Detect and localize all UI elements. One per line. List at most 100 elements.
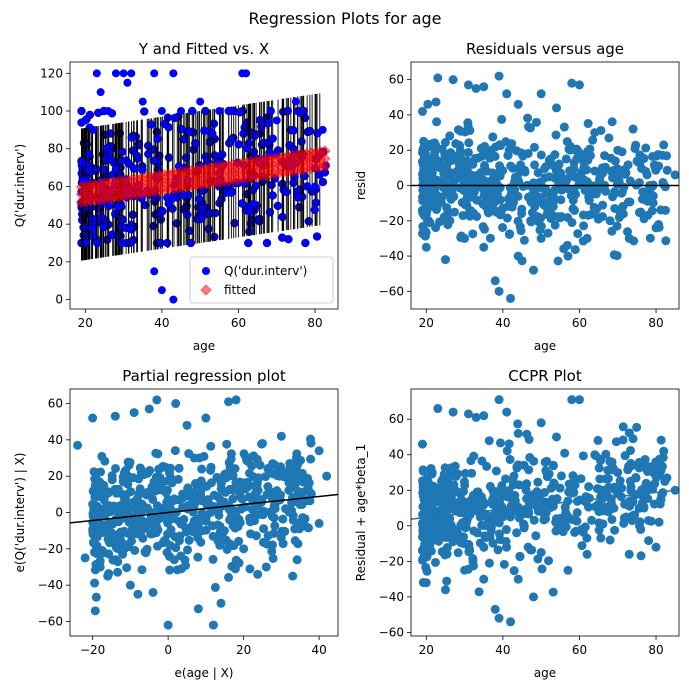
resid-point	[525, 123, 535, 133]
partial-ytick-label: 40	[48, 433, 63, 447]
partial-xtick-label: −20	[80, 643, 105, 657]
partial-xlabel: e(age | X)	[175, 666, 234, 680]
resid-point	[531, 117, 541, 127]
resid-point	[551, 130, 561, 140]
ccpr-point	[646, 516, 656, 526]
partial-point	[239, 544, 249, 554]
resid-point	[526, 217, 536, 227]
resid-point	[601, 186, 611, 196]
partial-point	[253, 569, 263, 579]
partial-point	[90, 578, 100, 588]
partial-point	[125, 457, 135, 467]
fit-ytick-label: 20	[48, 255, 63, 269]
partial-point	[189, 453, 199, 463]
ccpr-point	[650, 479, 660, 489]
partial-point	[206, 478, 216, 488]
ccpr-point	[469, 526, 479, 536]
partial-point	[276, 431, 286, 441]
ccpr-point	[628, 434, 638, 444]
resid-point	[613, 169, 623, 179]
observed-point	[305, 126, 315, 136]
observed-point	[177, 124, 186, 134]
ccpr-point	[501, 525, 511, 535]
partial-point	[210, 582, 220, 592]
observed-point	[77, 158, 87, 167]
resid-point	[448, 170, 458, 180]
resid-point	[430, 150, 440, 160]
observed-point	[237, 199, 247, 208]
resid-point	[589, 202, 599, 212]
partial-point	[105, 503, 115, 513]
resid-point	[561, 154, 571, 164]
ccpr-point	[494, 395, 504, 405]
observed-point	[127, 69, 136, 78]
resid-point	[478, 184, 488, 194]
ccpr-point	[513, 460, 523, 470]
ccpr-point	[509, 566, 519, 576]
resid-point	[456, 159, 466, 169]
ccpr-fit-line	[411, 489, 679, 520]
resid-point	[651, 223, 661, 233]
partial-point	[187, 491, 197, 501]
resid-point	[597, 163, 607, 173]
ccpr-xtick-label: 40	[495, 643, 510, 657]
ccpr-point	[541, 466, 551, 476]
partial-point	[299, 495, 309, 505]
observed-point	[283, 106, 292, 116]
fit-ytick-label: 80	[48, 142, 63, 156]
resid-point	[476, 143, 486, 153]
observed-point	[242, 69, 251, 78]
resid-point	[465, 125, 475, 135]
partial-ytick-label: 0	[55, 506, 63, 520]
ccpr-point	[477, 456, 487, 466]
fit-xtick-label: 40	[154, 316, 169, 330]
ccpr-point	[641, 478, 651, 488]
resid-point	[508, 163, 518, 173]
observed-point	[157, 107, 166, 116]
resid-point	[431, 97, 441, 107]
fit-title: Y and Fitted vs. X	[138, 40, 269, 58]
observed-point	[153, 134, 162, 143]
partial-point	[169, 555, 179, 565]
ccpr-point	[512, 528, 522, 538]
observed-point	[217, 150, 227, 159]
ccpr-point	[490, 604, 500, 614]
partial-point	[193, 514, 203, 524]
partial-point	[116, 506, 126, 516]
partial-point	[237, 494, 247, 504]
ccpr-point	[515, 551, 525, 561]
ccpr-point	[484, 436, 494, 446]
resid-point	[645, 233, 655, 243]
resid-point	[540, 164, 550, 174]
ccpr-point	[427, 469, 437, 479]
ccpr-point	[445, 480, 455, 490]
ccpr-point	[434, 536, 444, 546]
ccpr-point	[594, 507, 604, 517]
resid-point	[502, 213, 512, 223]
ccpr-point	[570, 480, 580, 490]
observed-point	[277, 233, 287, 242]
resid-point	[598, 200, 608, 210]
resid-ytick-label: 60	[389, 73, 404, 87]
observed-point	[163, 238, 172, 248]
partial-point	[218, 528, 228, 538]
resid-point	[616, 206, 626, 216]
ccpr-point	[553, 519, 563, 529]
ccpr-point	[539, 504, 549, 514]
observed-point	[201, 106, 210, 116]
ccpr-point	[533, 477, 543, 487]
resid-point	[495, 195, 505, 205]
resid-point	[590, 128, 600, 138]
resid-point	[567, 78, 577, 88]
partial-point	[279, 472, 289, 482]
partial-point	[163, 620, 173, 630]
partial-point	[294, 476, 304, 486]
resid-point	[628, 124, 638, 134]
partial-point	[172, 565, 182, 575]
ccpr-point	[544, 556, 554, 566]
ccpr-point	[635, 517, 645, 527]
resid-point	[433, 73, 443, 83]
resid-point	[520, 167, 530, 177]
ccpr-point	[534, 492, 544, 502]
partial-ytick-label: 60	[48, 397, 63, 411]
